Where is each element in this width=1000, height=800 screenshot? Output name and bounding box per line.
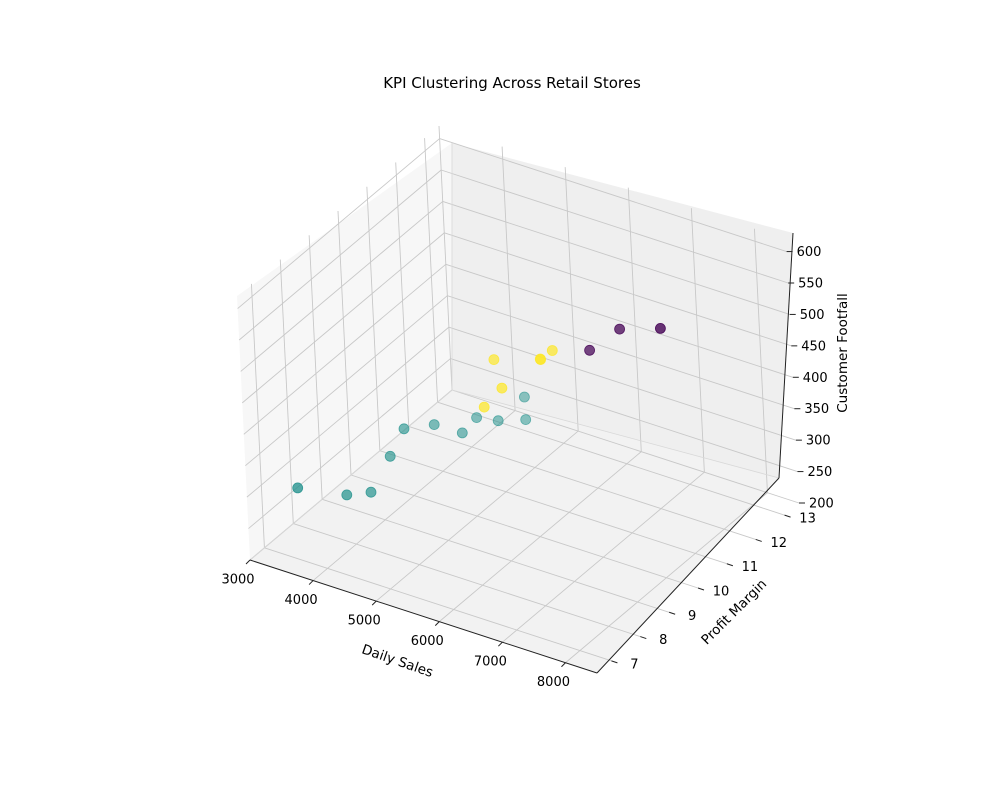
data-point-cluster-1 bbox=[428, 419, 440, 431]
z-grid-back bbox=[447, 295, 795, 410]
z-axis-line bbox=[778, 232, 794, 479]
z-grid-back bbox=[450, 358, 798, 472]
y-grid-floor bbox=[264, 547, 612, 662]
z-grid-back bbox=[448, 326, 797, 441]
y-tick-mark bbox=[755, 538, 762, 542]
z-axis-label: Customer Footfall bbox=[835, 293, 851, 413]
data-point-cluster-2 bbox=[488, 354, 500, 366]
x-tick-label: 4000 bbox=[285, 593, 318, 608]
y-tick-label: 11 bbox=[742, 560, 759, 575]
y-tick-label: 10 bbox=[713, 585, 730, 600]
y-tick-label: 9 bbox=[688, 609, 696, 624]
x-tick-label: 7000 bbox=[474, 655, 507, 670]
z-grid-left bbox=[238, 169, 442, 341]
y-grid-floor bbox=[408, 426, 756, 540]
z-grid-back bbox=[439, 138, 787, 252]
data-point-cluster-1 bbox=[519, 391, 530, 403]
y-tick-label: 7 bbox=[630, 657, 638, 672]
data-points bbox=[292, 322, 666, 501]
z-grid-back bbox=[442, 201, 790, 315]
y-tick-label: 13 bbox=[799, 512, 816, 527]
z-tick-label: 250 bbox=[807, 465, 832, 480]
y-tick-mark bbox=[726, 563, 734, 567]
data-point-cluster-1 bbox=[492, 415, 504, 427]
z-tick-label: 200 bbox=[809, 497, 834, 512]
axis-lines bbox=[249, 143, 794, 674]
y-grid-floor bbox=[293, 523, 641, 637]
data-point-cluster-2 bbox=[546, 345, 558, 356]
z-tick-label: 500 bbox=[800, 308, 825, 323]
data-point-cluster-1 bbox=[365, 486, 377, 498]
x-tick-mark bbox=[561, 662, 566, 668]
z-tick-label: 600 bbox=[797, 245, 822, 260]
y-grid-floor bbox=[350, 474, 699, 589]
z-grid-left bbox=[246, 326, 450, 498]
data-point-cluster-1 bbox=[384, 450, 396, 462]
z-grid-back bbox=[451, 389, 800, 504]
x-tick-label: 5000 bbox=[348, 614, 381, 629]
data-point-cluster-1 bbox=[471, 412, 483, 424]
z-grid-left bbox=[248, 358, 451, 529]
z-grid-left bbox=[240, 201, 444, 372]
x-tick-mark bbox=[434, 621, 440, 626]
y-axis-line bbox=[596, 477, 780, 674]
z-tick-label: 350 bbox=[804, 402, 829, 417]
x-tick-label: 8000 bbox=[537, 675, 570, 690]
x-axis-line bbox=[249, 559, 598, 674]
y-grid-floor bbox=[379, 450, 727, 565]
data-point-cluster-2 bbox=[535, 354, 546, 366]
y-tick-label: 12 bbox=[770, 536, 787, 551]
y-tick-label: 8 bbox=[659, 633, 667, 648]
z-grid-left bbox=[241, 232, 445, 404]
data-point-cluster-1 bbox=[398, 423, 410, 435]
data-point-cluster-0 bbox=[584, 344, 595, 356]
y-tick-mark bbox=[611, 660, 618, 664]
z-grid-left bbox=[245, 295, 448, 467]
x-tick-label: 6000 bbox=[411, 634, 444, 649]
data-point-cluster-0 bbox=[614, 323, 625, 335]
pane-edge bbox=[249, 389, 453, 561]
z-tick-label: 450 bbox=[801, 339, 826, 354]
data-point-cluster-2 bbox=[496, 382, 508, 394]
data-point-cluster-0 bbox=[655, 322, 666, 334]
z-grid-back bbox=[445, 263, 793, 378]
data-point-cluster-1 bbox=[341, 489, 353, 501]
chart-title: KPI Clustering Across Retail Stores bbox=[383, 74, 641, 92]
back-pane bbox=[452, 143, 793, 478]
y-tick-mark bbox=[668, 611, 676, 615]
z-grid-left bbox=[237, 138, 440, 309]
z-tick-label: 300 bbox=[806, 434, 831, 449]
axis-panes bbox=[237, 143, 793, 673]
pane-edge bbox=[451, 389, 780, 479]
x-tick-label: 3000 bbox=[221, 573, 254, 588]
data-point-cluster-2 bbox=[478, 401, 490, 413]
x-tick-mark bbox=[308, 580, 314, 585]
y-grid-floor bbox=[322, 498, 670, 613]
z-tick-label: 550 bbox=[798, 277, 823, 292]
z-tick-label: 400 bbox=[803, 371, 828, 386]
y-axis-label: Profit Margin bbox=[698, 576, 770, 648]
floor-pane bbox=[250, 390, 779, 673]
z-grid-back bbox=[441, 169, 789, 284]
z-grid-back bbox=[444, 232, 792, 347]
x-tick-mark bbox=[498, 641, 503, 647]
y-tick-mark bbox=[784, 514, 791, 518]
data-point-cluster-1 bbox=[520, 414, 532, 426]
data-point-cluster-1 bbox=[456, 427, 468, 439]
y-tick-mark bbox=[697, 587, 705, 591]
data-point-cluster-1 bbox=[292, 482, 304, 494]
x-tick-mark bbox=[245, 559, 251, 565]
x-tick-mark bbox=[371, 600, 377, 606]
y-tick-mark bbox=[640, 636, 647, 640]
z-grid-left bbox=[243, 263, 447, 435]
